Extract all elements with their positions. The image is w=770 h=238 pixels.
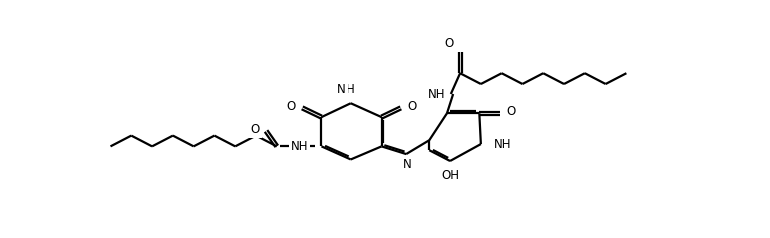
Text: N: N <box>337 83 346 96</box>
Text: N: N <box>403 158 412 171</box>
Text: H: H <box>346 83 355 96</box>
Text: NH: NH <box>494 138 511 151</box>
Text: NH: NH <box>291 140 309 153</box>
Text: O: O <box>250 123 260 136</box>
Text: O: O <box>507 105 516 118</box>
Text: O: O <box>407 100 417 113</box>
Text: OH: OH <box>441 169 459 183</box>
Text: O: O <box>286 100 296 113</box>
Text: O: O <box>444 37 454 50</box>
Text: NH: NH <box>428 88 445 100</box>
